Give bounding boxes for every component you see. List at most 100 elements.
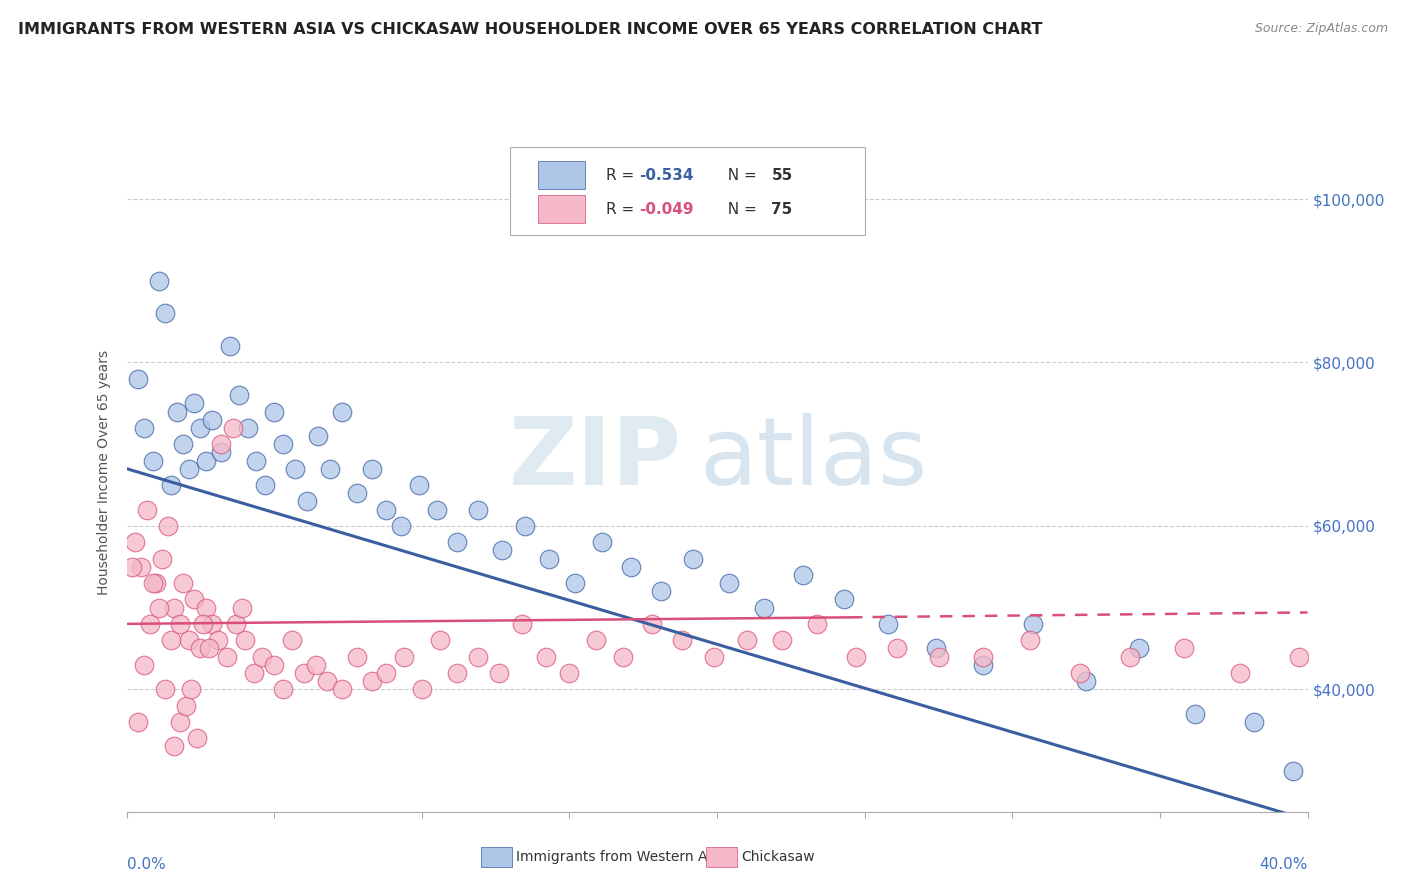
Point — [770, 633, 793, 648]
Point — [491, 543, 513, 558]
Point — [392, 649, 415, 664]
Point — [156, 519, 179, 533]
Point — [129, 559, 153, 574]
Point — [346, 649, 368, 664]
Point — [263, 404, 285, 418]
Point — [564, 576, 586, 591]
Point — [375, 665, 398, 680]
Point — [195, 600, 218, 615]
Point — [319, 461, 342, 475]
Point — [1184, 706, 1206, 721]
Point — [284, 461, 307, 475]
Point — [425, 502, 447, 516]
Point — [446, 535, 468, 549]
Point — [537, 551, 560, 566]
Point — [307, 429, 329, 443]
Point — [169, 714, 191, 729]
Point — [515, 519, 537, 533]
Point — [124, 535, 146, 549]
Point — [488, 665, 510, 680]
Point — [641, 616, 664, 631]
Text: R =: R = — [606, 168, 640, 183]
Point — [245, 453, 267, 467]
Point — [281, 633, 304, 648]
Point — [845, 649, 868, 664]
FancyBboxPatch shape — [510, 147, 865, 235]
Point — [163, 739, 186, 754]
Point — [886, 641, 908, 656]
Point — [236, 421, 259, 435]
Point — [924, 641, 946, 656]
Point — [928, 649, 950, 664]
Point — [254, 478, 277, 492]
Point — [1119, 649, 1142, 664]
Point — [209, 445, 232, 459]
Point — [222, 421, 245, 435]
Point — [510, 616, 533, 631]
Point — [1282, 764, 1305, 778]
Point — [1173, 641, 1195, 656]
Point — [231, 600, 253, 615]
Point — [183, 592, 205, 607]
Point — [650, 584, 672, 599]
Text: Immigrants from Western Asia: Immigrants from Western Asia — [516, 850, 727, 864]
Point — [136, 502, 159, 516]
Point — [134, 421, 156, 435]
Point — [558, 665, 581, 680]
Point — [180, 682, 202, 697]
Text: -0.534: -0.534 — [640, 168, 693, 183]
Point — [295, 494, 318, 508]
Point — [703, 649, 725, 664]
Point — [263, 657, 285, 672]
Point — [591, 535, 613, 549]
Point — [142, 453, 165, 467]
Point — [1069, 665, 1091, 680]
Point — [534, 649, 557, 664]
Point — [159, 633, 183, 648]
Point — [233, 633, 256, 648]
Text: atlas: atlas — [699, 413, 928, 505]
Point — [375, 502, 398, 516]
Text: 40.0%: 40.0% — [1260, 856, 1308, 871]
Point — [134, 657, 156, 672]
Point — [330, 404, 353, 418]
Point — [735, 633, 758, 648]
Point — [188, 641, 211, 656]
Point — [446, 665, 468, 680]
Point — [316, 673, 339, 688]
Point — [153, 682, 176, 697]
Point — [1229, 665, 1251, 680]
Point — [585, 633, 607, 648]
Point — [1128, 641, 1150, 656]
Point — [832, 592, 855, 607]
Point — [330, 682, 353, 697]
Point — [139, 616, 162, 631]
Point — [682, 551, 704, 566]
Point — [360, 461, 382, 475]
Point — [467, 502, 489, 516]
Text: 75: 75 — [772, 202, 793, 217]
Point — [806, 616, 828, 631]
Point — [228, 388, 250, 402]
Point — [877, 616, 900, 631]
Point — [145, 576, 167, 591]
Point — [121, 559, 143, 574]
Point — [346, 486, 368, 500]
Point — [148, 274, 170, 288]
Point — [150, 551, 173, 566]
Text: Source: ZipAtlas.com: Source: ZipAtlas.com — [1254, 22, 1388, 36]
Point — [1076, 673, 1098, 688]
Point — [201, 616, 224, 631]
Point — [195, 453, 218, 467]
Point — [360, 673, 382, 688]
Point — [215, 649, 238, 664]
Point — [408, 478, 430, 492]
Point — [467, 649, 489, 664]
Point — [225, 616, 247, 631]
Point — [389, 519, 412, 533]
Point — [127, 372, 149, 386]
Point — [754, 600, 776, 615]
Point — [292, 665, 315, 680]
Point — [972, 649, 994, 664]
Point — [219, 339, 242, 353]
